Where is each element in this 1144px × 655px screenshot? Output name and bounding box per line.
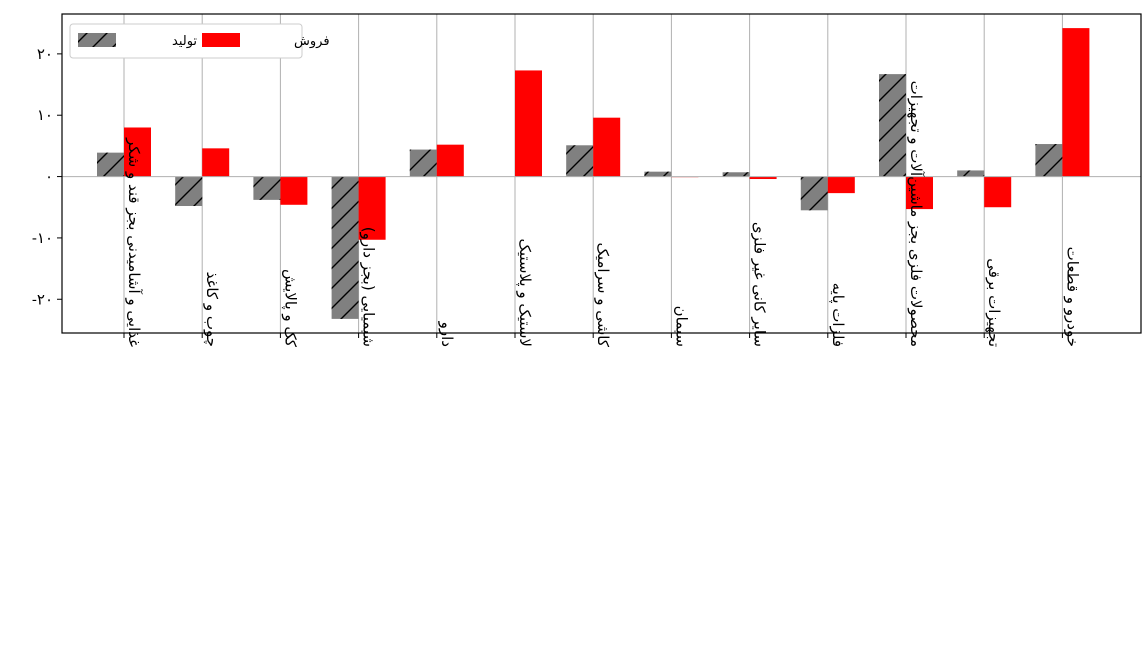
bar (436, 144, 464, 177)
plot-frame (61, 13, 1142, 334)
bar-hatch (566, 145, 594, 177)
bar (984, 176, 1012, 208)
y-tick-label: -۱۰ (32, 229, 53, 247)
x-tick-label: فلزات پایه (828, 283, 847, 347)
bar (124, 127, 151, 177)
bar (906, 176, 933, 210)
bar-hatch (409, 149, 437, 177)
legend-box (69, 23, 303, 59)
x-tick-label: تجهیزات برقی (985, 258, 1003, 347)
axes (61, 13, 1142, 334)
bar (749, 176, 777, 180)
legend-swatch-hatch (78, 33, 116, 47)
legend-swatch (202, 33, 240, 47)
x-tick-label: محصولات فلزی بجز ماشین‌آلات و تجهیزات (907, 81, 925, 347)
x-tick-label: کک و پالایش (280, 269, 299, 348)
bar (515, 70, 542, 177)
bar-hatch (97, 152, 124, 177)
y-axis-ticks: ۲۰ ۱۰ ۰ -۱۰ -۲۰ (32, 45, 62, 308)
y-tick-label: ۲۰ (37, 45, 53, 63)
x-tick-label: کاشی و سرامیک (594, 242, 612, 347)
bar-hatch (644, 171, 672, 177)
x-axis-ticks: غذایی و آشامیدنی بجز قند و شکر چوب و کاغذ… (123, 81, 1081, 348)
bar-hatch (722, 172, 750, 177)
bar (593, 117, 621, 177)
bar-hatch (800, 176, 828, 211)
y-tick-label: -۲۰ (32, 290, 53, 308)
bar-hatch (1035, 144, 1063, 177)
y-tick-label: ۱۰ (37, 106, 53, 124)
legend-label: فروش (294, 34, 330, 49)
bar (1062, 28, 1090, 177)
bar-hatch (175, 176, 203, 207)
bar-hatch (331, 176, 359, 319)
x-tick-label: چوب و کاغذ (203, 272, 221, 347)
y-tick-label: ۰ (45, 168, 53, 186)
bar-hatch (957, 170, 985, 177)
bar (827, 176, 855, 194)
legend: تولید فروش (69, 23, 330, 59)
x-tick-label: خودرو و قطعات (1063, 247, 1081, 347)
bars (97, 28, 1090, 319)
bar (202, 148, 230, 177)
x-tick-label: سایر کانی غیر فلزی (751, 222, 769, 347)
x-tick-label: لاستیک و پلاستیک (515, 238, 534, 347)
bar-hatch (879, 74, 906, 177)
bar-hatch (253, 176, 281, 200)
x-tick-label: غذایی و آشامیدنی بجز قند و شکر (125, 137, 143, 347)
x-tick-label: دارو (438, 321, 456, 347)
legend-label: تولید (172, 34, 197, 49)
x-tick-label: شیمیایی (بجز دارو) (360, 227, 378, 347)
x-tick-label: سیمان (672, 306, 690, 347)
bar (358, 176, 386, 240)
bar (280, 176, 308, 205)
